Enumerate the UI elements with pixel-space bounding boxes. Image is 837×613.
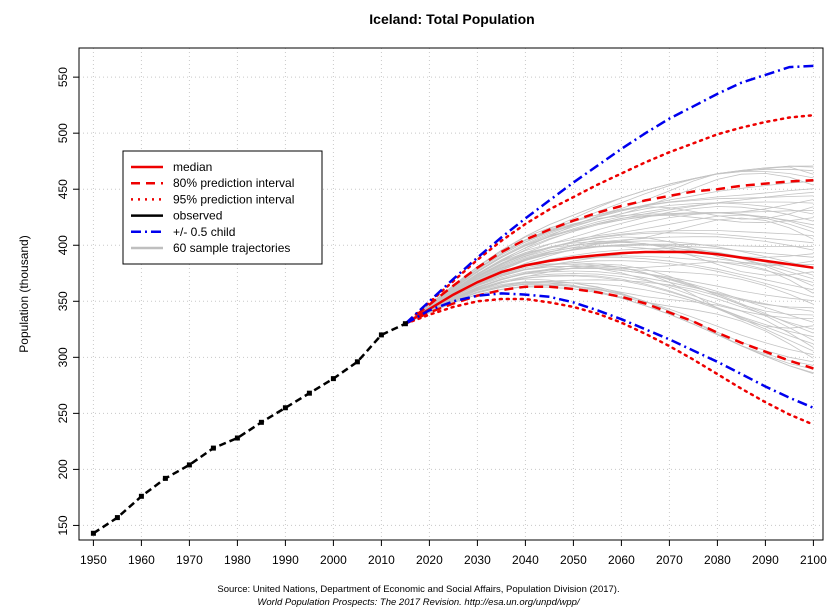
plot-area-frame (78, 47, 824, 541)
legend-label: median (173, 160, 212, 174)
x-tick-label: 2100 (800, 553, 827, 567)
legend-label: +/- 0.5 child (173, 225, 235, 239)
x-tick-label: 1990 (272, 553, 299, 567)
observed-point (354, 359, 360, 365)
y-tick-label: 400 (56, 235, 70, 255)
series-line (404, 292, 814, 409)
x-tick-label: 1950 (80, 553, 107, 567)
x-tick-label: 2050 (560, 553, 587, 567)
observed-point (282, 405, 288, 411)
y-tick-label: 500 (56, 123, 70, 143)
sample-trajectory-line (405, 165, 814, 325)
legend-label: 95% prediction interval (173, 192, 294, 206)
legend: median 80% prediction interval 95% predict… (122, 150, 323, 265)
x-tick-label: 2030 (464, 553, 491, 567)
sample-trajectories (405, 165, 814, 375)
source-line-1: Source: United Nations, Department of Ec… (217, 584, 620, 595)
sample-trajectory-line (405, 230, 814, 325)
observed-point (162, 475, 168, 481)
sample-trajectory-line (405, 270, 814, 325)
sample-trajectory-line (405, 206, 814, 325)
observed-point (90, 530, 96, 536)
sample-trajectory-line (405, 211, 814, 325)
observed-line (92, 322, 406, 535)
legend-label: 80% prediction interval (173, 176, 294, 190)
y-tick-label: 300 (56, 347, 70, 367)
observed-point (378, 332, 384, 338)
observed-point (234, 435, 240, 441)
sample-trajectory-line (405, 206, 814, 325)
sample-trajectory-line (405, 263, 814, 325)
y-tick-label: 550 (56, 67, 70, 87)
sample-trajectory-line (405, 191, 814, 325)
source-line-2: World Population Prospects: The 2017 Rev… (257, 597, 580, 608)
chart-title: Iceland: Total Population (369, 11, 534, 27)
observed-point (330, 376, 336, 382)
x-tick-label: 2000 (320, 553, 347, 567)
observed-point (186, 462, 192, 468)
x-tick-label: 2040 (512, 553, 539, 567)
sample-trajectory-line (405, 165, 814, 325)
legend-label: 60 sample trajectories (173, 241, 290, 255)
observed-point (402, 321, 408, 327)
y-axis-label: Population (thousand) (17, 235, 31, 352)
x-tick-label: 2090 (752, 553, 779, 567)
y-tick-label: 350 (56, 291, 70, 311)
x-axis: 1950 1960 1970 1980 1990 2000 2010 2020 2030 2040… (80, 540, 827, 567)
y-tick-label: 250 (56, 403, 70, 423)
series-line (404, 113, 815, 325)
x-tick-label: 2080 (704, 553, 731, 567)
x-tick-label: 2060 (608, 553, 635, 567)
sample-trajectory-line (405, 274, 814, 338)
observed-point (306, 390, 312, 396)
sample-trajectory-line (405, 244, 814, 325)
series-line (404, 250, 814, 325)
x-tick-label: 1960 (128, 553, 155, 567)
y-tick-label: 150 (56, 515, 70, 535)
x-tick-label: 1970 (176, 553, 203, 567)
series-line (404, 297, 815, 426)
observed-point (258, 419, 264, 425)
sample-trajectory-line (405, 265, 814, 325)
x-tick-label: 2020 (416, 553, 443, 567)
observed-point (138, 493, 144, 499)
observed-point (114, 515, 120, 521)
y-axis: 150 200 250 300 350 400 450 500 550 (56, 67, 79, 535)
sample-trajectory-line (405, 243, 814, 325)
x-tick-label: 2010 (368, 553, 395, 567)
x-tick-label: 1980 (224, 553, 251, 567)
sample-trajectory-line (405, 273, 814, 330)
legend-box (122, 150, 323, 265)
series-line (404, 64, 814, 325)
observed-series (90, 321, 408, 536)
y-tick-label: 200 (56, 459, 70, 479)
x-tick-label: 2070 (656, 553, 683, 567)
series-lines (404, 64, 815, 426)
sample-trajectory-line (405, 267, 814, 325)
sample-trajectory-line (405, 279, 814, 341)
legend-label: observed (173, 209, 222, 223)
observed-point (210, 445, 216, 451)
y-tick-label: 450 (56, 179, 70, 199)
series-line (404, 285, 814, 370)
